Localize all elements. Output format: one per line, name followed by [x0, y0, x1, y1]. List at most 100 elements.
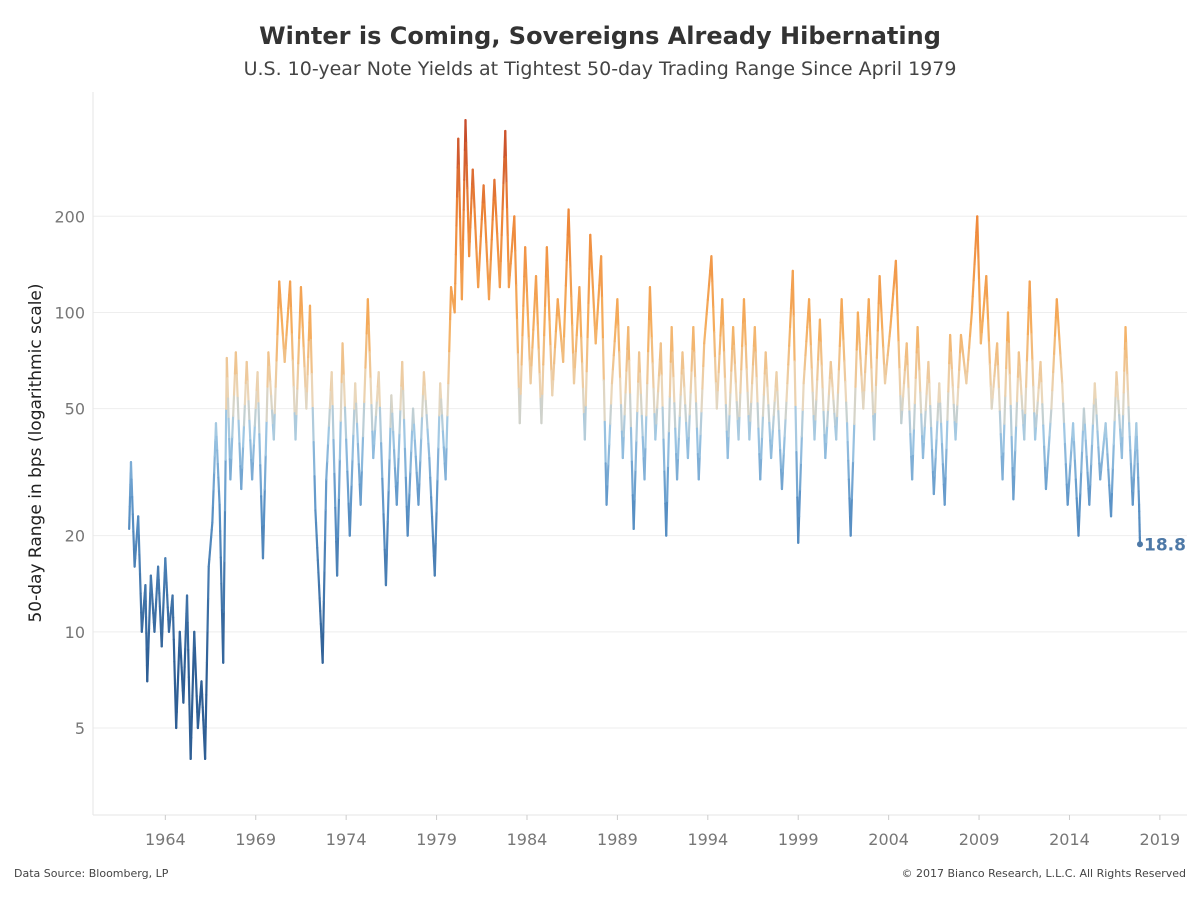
series-segment — [436, 446, 440, 481]
series-segment — [299, 286, 303, 309]
series-segment — [175, 710, 178, 730]
series-segment — [184, 612, 188, 633]
series-segment — [639, 393, 643, 417]
series-segment — [548, 320, 552, 348]
series-segment — [936, 400, 940, 422]
series-segment — [364, 332, 368, 369]
series-segment — [161, 615, 165, 633]
series-segment — [1071, 422, 1076, 444]
series-segment — [495, 214, 499, 235]
series-segment — [378, 406, 383, 445]
series-segment — [628, 359, 632, 396]
series-segment — [148, 592, 152, 612]
series-segment — [689, 369, 693, 394]
series-segment — [802, 368, 806, 385]
series-segment — [518, 392, 522, 425]
series-segment — [132, 530, 136, 551]
series-segment — [956, 386, 960, 406]
series-segment — [907, 387, 911, 413]
series-segment — [265, 385, 269, 423]
series-segment — [313, 475, 317, 512]
y-tick-label: 10 — [65, 623, 85, 642]
series-segment — [930, 426, 934, 452]
series-segment — [946, 390, 950, 421]
series-segment — [179, 642, 183, 657]
series-segment — [585, 336, 589, 373]
series-segment — [199, 687, 202, 698]
series-segment — [864, 352, 868, 374]
series-segment — [619, 377, 623, 407]
series-segment — [489, 238, 493, 261]
series-segment — [746, 391, 750, 418]
series-segment — [822, 410, 826, 437]
series-segment — [704, 313, 708, 330]
series-segment — [571, 324, 575, 356]
series-segment — [949, 333, 953, 354]
series-segment — [536, 324, 540, 351]
series-segment — [166, 606, 170, 621]
series-segment — [172, 616, 175, 641]
series-segment — [321, 631, 325, 664]
series-segment — [133, 557, 137, 568]
series-segment — [413, 439, 417, 458]
series-segment — [157, 578, 161, 595]
series-segment — [572, 366, 577, 385]
series-segment — [889, 314, 893, 329]
series-segment — [740, 344, 744, 371]
series-segment — [176, 678, 180, 698]
series-segment — [543, 275, 548, 307]
series-segment — [398, 408, 402, 435]
series-segment — [558, 319, 562, 332]
series-segment — [688, 391, 692, 416]
series-segment — [499, 233, 503, 263]
series-segment — [151, 602, 155, 615]
series-segment — [732, 344, 737, 366]
series-segment — [813, 418, 817, 441]
series-segment — [1100, 459, 1104, 472]
series-segment — [1129, 462, 1133, 479]
series-segment — [819, 341, 823, 367]
series-segment — [1035, 399, 1039, 415]
series-segment — [668, 360, 672, 398]
series-segment — [1090, 422, 1095, 446]
series-segment — [1021, 409, 1025, 427]
series-segment — [397, 432, 401, 459]
series-segment — [261, 522, 265, 560]
series-segment — [1125, 358, 1129, 377]
series-segment — [1125, 341, 1128, 361]
series-segment — [162, 586, 166, 604]
series-segment — [780, 470, 784, 491]
series-segment — [409, 449, 413, 474]
series-segment — [1123, 347, 1127, 372]
series-segment — [765, 368, 769, 389]
series-segment — [882, 346, 886, 367]
series-segment — [1002, 422, 1006, 453]
series-segment — [648, 286, 652, 314]
x-tick-label: 1979 — [416, 830, 457, 849]
series-segment — [267, 351, 271, 368]
series-segment — [911, 427, 916, 456]
series-segment — [810, 368, 814, 394]
series-segment — [764, 351, 768, 372]
series-segment — [939, 422, 944, 446]
series-segment — [1030, 333, 1034, 362]
series-segment — [493, 178, 497, 199]
series-segment — [727, 413, 731, 438]
series-segment — [741, 321, 745, 348]
series-segment — [345, 438, 349, 473]
series-segment — [538, 373, 542, 400]
series-segment — [1086, 471, 1090, 490]
series-segment — [909, 432, 913, 458]
series-segment — [1015, 400, 1019, 427]
series-segment — [617, 324, 621, 354]
series-segment — [701, 364, 705, 390]
series-segment — [425, 414, 429, 431]
series-segment — [656, 390, 660, 409]
series-segment — [1113, 395, 1117, 422]
series-segment — [724, 404, 728, 433]
series-segment — [636, 380, 640, 413]
series-segment — [258, 433, 262, 467]
series-segment — [129, 460, 133, 481]
series-segment — [603, 420, 607, 465]
series-segment — [216, 449, 219, 466]
